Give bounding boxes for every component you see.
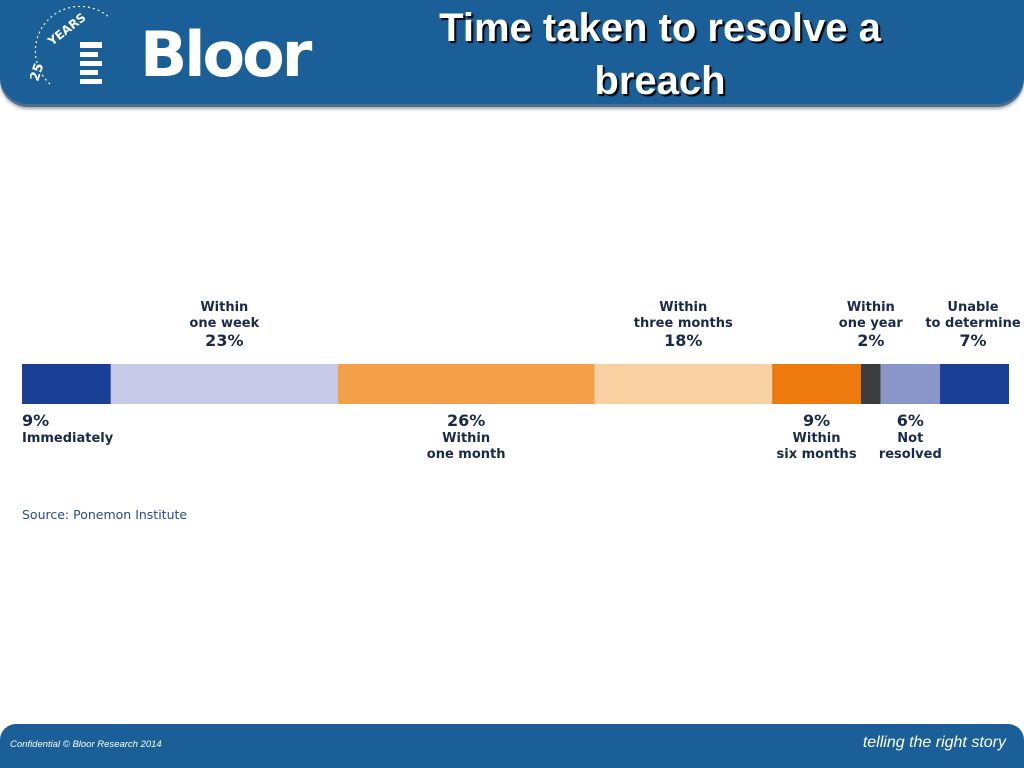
segment-category: Immediately bbox=[22, 431, 114, 446]
segment-category: one month bbox=[426, 446, 506, 462]
segment-category: Not bbox=[897, 431, 924, 446]
segment-category: six months bbox=[776, 446, 857, 462]
bar-segment-within-six-months bbox=[772, 364, 861, 404]
page-title: Time taken to resolve a breach bbox=[340, 2, 980, 108]
segment-category: Unable bbox=[947, 300, 999, 315]
bar-segment-not-resolved bbox=[880, 364, 940, 404]
bar-segment-within-one-week bbox=[110, 364, 338, 404]
title-line-2: breach bbox=[594, 59, 726, 103]
bar-segment-within-one-year bbox=[860, 364, 881, 404]
segment-label: Within three months 18% bbox=[634, 300, 733, 351]
segment-label: 9% Immediately bbox=[22, 411, 113, 447]
segment-value: 6% bbox=[896, 411, 924, 430]
segment-value: 9% bbox=[22, 411, 50, 430]
stacked-bar-chart: 9% Immediately Within one week 23% 26% Within o… bbox=[0, 290, 1024, 490]
segment-category: Within bbox=[792, 431, 841, 446]
segment-category: to determine bbox=[925, 315, 1021, 331]
segment-label: 9% Within six months bbox=[777, 411, 857, 462]
footer-bar: Confidential © Bloor Research 2014 telli… bbox=[0, 724, 1024, 768]
tagline: telling the right story bbox=[862, 734, 1006, 751]
segment-value: 9% bbox=[802, 411, 831, 430]
segment-category: resolved bbox=[878, 446, 942, 462]
confidential-notice: Confidential © Bloor Research 2014 bbox=[10, 739, 162, 750]
segment-label: Unable to determine 7% bbox=[925, 300, 1020, 351]
title-line-1: Time taken to resolve a bbox=[439, 6, 881, 50]
segment-value: 18% bbox=[664, 331, 703, 350]
segment-value: 7% bbox=[959, 331, 987, 350]
segment-label: 26% Within one month bbox=[427, 411, 506, 462]
segment-label: Within one year 2% bbox=[839, 300, 903, 351]
logo-wordmark: Bloor bbox=[140, 18, 312, 91]
segment-category: three months bbox=[633, 315, 733, 331]
logo-mark-icon bbox=[80, 42, 102, 84]
segment-category: one week bbox=[189, 315, 260, 331]
segment-label: Within one week 23% bbox=[189, 300, 259, 351]
segment-label: 6% Not resolved bbox=[879, 411, 942, 462]
svg-text:25: 25 bbox=[30, 61, 47, 83]
segment-value: 23% bbox=[205, 331, 244, 350]
bar-segment-unable-to-determine bbox=[939, 364, 1009, 404]
chart-source: Source: Ponemon Institute bbox=[22, 507, 188, 522]
segment-value: 2% bbox=[857, 331, 885, 350]
bar-segment-within-three-months bbox=[594, 364, 773, 404]
header-banner: 25 YEARS Bloor Time taken to resolve a b… bbox=[0, 0, 1024, 104]
segment-category: Within bbox=[659, 300, 708, 315]
segment-category: Within bbox=[846, 300, 895, 315]
segment-category: Within bbox=[200, 300, 249, 315]
segment-category: Within bbox=[442, 431, 491, 446]
stacked-bar bbox=[22, 364, 1009, 404]
bar-segment-immediately bbox=[22, 364, 111, 404]
bloor-logo: 25 YEARS Bloor bbox=[30, 6, 320, 102]
bar-segment-within-one-month bbox=[337, 364, 595, 404]
segment-value: 26% bbox=[446, 411, 486, 430]
segment-category: one year bbox=[838, 315, 903, 331]
